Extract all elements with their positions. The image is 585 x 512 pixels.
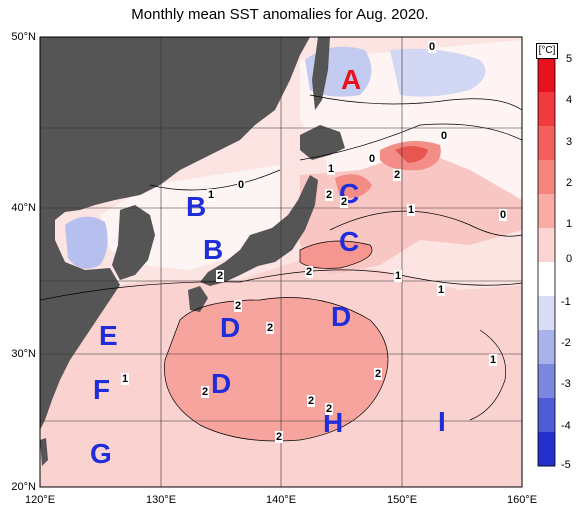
contour-line <box>309 94 522 111</box>
colorbar-tick: 5 <box>566 53 573 65</box>
contour-label: 1 <box>394 270 403 282</box>
contour-label: 1 <box>437 284 446 296</box>
land-sakhalin <box>312 37 330 110</box>
colorbar-tick: 1 <box>566 218 573 230</box>
region-label-i: I <box>438 406 446 437</box>
lon-label: 160°E <box>506 494 538 506</box>
contour-line <box>329 210 522 237</box>
contour-label: 0 <box>237 179 246 191</box>
colorbar-segment <box>538 58 555 93</box>
region-label-b: B <box>203 234 224 265</box>
colorbar-segment <box>538 296 555 331</box>
lat-label: 50°N <box>11 31 36 43</box>
colorbar-tick: -3 <box>561 378 571 390</box>
contour-line <box>164 297 389 442</box>
colorbar-segment <box>538 364 555 399</box>
contour-label: 2 <box>374 368 383 380</box>
contour-label: 1 <box>489 354 498 366</box>
contour-label: 0 <box>440 130 449 142</box>
contour-label: 0 <box>368 153 377 165</box>
colorbar-tick: 4 <box>566 94 573 106</box>
colorbar-segment <box>538 432 555 467</box>
colorbar-segment <box>538 160 555 195</box>
region-label-b: B <box>186 191 207 222</box>
colorbar-tick: -1 <box>561 296 571 308</box>
contour-label: 1 <box>407 204 416 216</box>
contour-label: 2 <box>275 431 284 443</box>
region-label-d: D <box>220 312 241 343</box>
colorbar-segment <box>538 126 555 161</box>
contour-label: 2 <box>340 196 349 208</box>
region-label-h: H <box>323 407 344 438</box>
contour-label: 2 <box>234 300 243 312</box>
region-label-c: C <box>339 226 360 257</box>
contour-label: 2 <box>216 270 225 282</box>
contour-label: 1 <box>207 189 216 201</box>
contour-label: 2 <box>325 189 334 201</box>
land-taiwan <box>40 438 48 466</box>
negative-anomaly-zone <box>390 48 486 97</box>
colorbar-segment <box>538 330 555 365</box>
colorbar-segment <box>538 262 555 297</box>
colorbar-segment <box>538 194 555 229</box>
lat-label: 30°N <box>11 348 36 360</box>
contour-line <box>149 169 281 191</box>
contour-line <box>299 123 522 161</box>
colorbar-segment <box>538 398 555 433</box>
colorbar-segment <box>538 228 555 263</box>
contour-label: 2 <box>307 395 316 407</box>
land-japan-honshu <box>200 175 318 286</box>
colorbar <box>537 57 556 467</box>
colorbar-tick: -5 <box>561 459 571 471</box>
contour-label: 2 <box>393 169 402 181</box>
lon-label: 150°E <box>386 494 418 506</box>
region-label-e: E <box>99 320 118 351</box>
land-asian-continent <box>40 37 310 430</box>
contour-label: 2 <box>201 386 210 398</box>
contour-label: 1 <box>121 373 130 385</box>
contour-label: 1 <box>327 163 336 175</box>
map-title: Monthly mean SST anomalies for Aug. 2020… <box>131 6 429 23</box>
negative-anomaly-zone <box>65 216 108 269</box>
colorbar-unit: [°C] <box>536 43 558 59</box>
colorbar-tick: 3 <box>566 136 573 148</box>
colorbar-tick: -4 <box>561 420 571 432</box>
colorbar-tick: 0 <box>566 253 573 265</box>
region-label-a: A <box>341 64 362 95</box>
contour-label: 2 <box>325 403 334 415</box>
anomaly-plus3-zone <box>395 146 428 163</box>
lat-label: 20°N <box>11 481 36 493</box>
contour-label: 0 <box>428 41 437 53</box>
contour-label: 2 <box>266 322 275 334</box>
lat-label: 40°N <box>11 202 36 214</box>
region-label-f: F <box>93 374 111 405</box>
region-label-d: D <box>211 368 232 399</box>
graticule <box>40 37 522 487</box>
contour-line <box>469 329 507 421</box>
lon-label: 130°E <box>145 494 177 506</box>
anomaly-plus2-zone <box>300 241 372 269</box>
colorbar-tick: 2 <box>566 177 573 189</box>
anomaly-plus2-zone <box>335 174 372 199</box>
land-japan-hokkaido <box>300 125 345 160</box>
contour-label: 0 <box>499 209 508 221</box>
lon-label: 120°E <box>24 494 56 506</box>
contour-label: 2 <box>305 266 314 278</box>
colorbar-segment <box>538 92 555 127</box>
land-korea <box>112 205 155 280</box>
colorbar-tick: -2 <box>561 337 571 349</box>
map-frame <box>39 36 523 488</box>
region-label-d: D <box>331 301 352 332</box>
lon-label: 140°E <box>265 494 297 506</box>
region-label-g: G <box>90 438 112 469</box>
land-japan-kyushu <box>188 286 208 312</box>
